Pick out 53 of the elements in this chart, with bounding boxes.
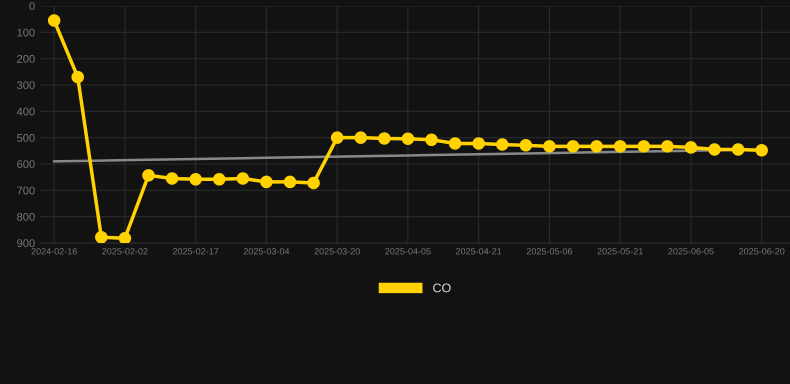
point: [402, 132, 414, 145]
point: [142, 169, 155, 182]
x-tick-label: 2025-04-21: [456, 248, 502, 254]
y-tick-label: 100: [17, 28, 35, 36]
x-tick-label: 2025-05-06: [526, 248, 572, 254]
point: [212, 173, 226, 186]
point: [520, 139, 532, 152]
point: [236, 172, 250, 185]
point: [166, 172, 178, 185]
point: [614, 140, 626, 153]
point: [448, 137, 462, 150]
point: [48, 14, 60, 27]
point: [472, 137, 485, 150]
point: [425, 134, 438, 146]
y-tick-label: 200: [17, 54, 35, 63]
x-tick-label: 2025-06-05: [668, 248, 714, 254]
point: [708, 143, 721, 156]
point: [330, 131, 344, 144]
point: [638, 140, 650, 153]
y-tick-label: 800: [17, 212, 35, 221]
point: [566, 140, 580, 153]
y-tick-label: 600: [17, 160, 35, 168]
point: [684, 141, 698, 154]
point: [71, 70, 84, 84]
legend-label: CO: [433, 283, 451, 292]
x-tick-label: 2025-05-21: [598, 248, 643, 254]
x-tick-label: 2025-06-20: [739, 248, 784, 254]
y-tick-label: 700: [17, 186, 35, 194]
point: [590, 140, 603, 153]
point: [189, 173, 202, 186]
point: [732, 143, 744, 156]
x-tick-label: 2024-02-16: [32, 248, 77, 254]
y-tick-label: 400: [16, 108, 35, 116]
y-tick-label: 900: [17, 239, 35, 248]
point: [284, 176, 296, 188]
x-tick-label: 2025-02-17: [173, 248, 218, 254]
point: [260, 176, 273, 188]
point: [661, 140, 674, 153]
y-tick-label: 500: [17, 134, 35, 142]
point: [354, 131, 368, 144]
point: [755, 144, 768, 157]
x-tick-label: 2025-02-02: [102, 248, 148, 254]
point: [95, 230, 108, 243]
x-tick-label: 2025-03-04: [244, 248, 290, 254]
point: [543, 140, 556, 153]
point: [307, 176, 320, 190]
x-tick-label: 2025-03-20: [314, 248, 360, 254]
point: [118, 232, 132, 243]
point: [496, 138, 509, 151]
y-tick-label: 0: [29, 2, 35, 10]
y-tick-label: 300: [17, 81, 35, 90]
point: [378, 132, 391, 145]
x-tick-label: 2025-04-05: [385, 248, 431, 254]
